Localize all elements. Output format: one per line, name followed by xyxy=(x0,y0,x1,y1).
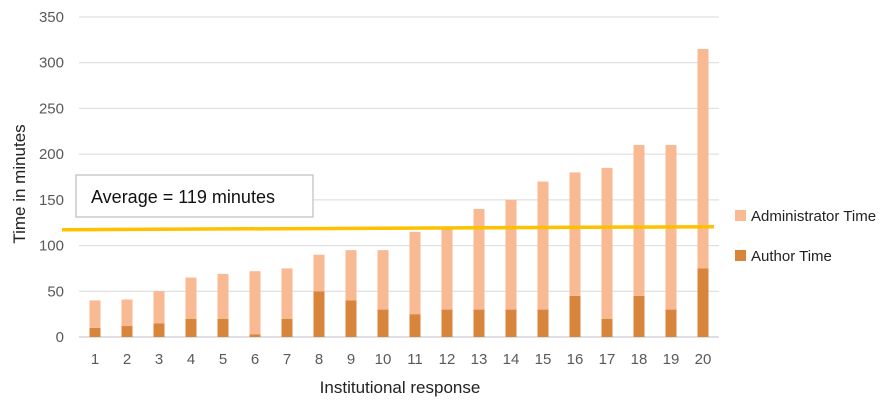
bar-author-time xyxy=(281,318,293,337)
bar-administrator-time xyxy=(377,250,389,310)
average-annotation: Average = 119 minutes xyxy=(75,174,314,218)
bar-administrator-time xyxy=(441,227,453,310)
x-tick-label: 7 xyxy=(283,351,291,368)
average-annotation-text: Average = 119 minutes xyxy=(91,187,275,207)
bars xyxy=(89,49,709,337)
x-axis-ticks: 1 2 3 4 5 6 7 8 9 10 11 12 13 14 15 16 17 18 19 20 xyxy=(91,351,712,368)
legend: Administrator Time Author Time xyxy=(735,208,876,265)
bar-administrator-time xyxy=(249,271,261,335)
bar-administrator-time xyxy=(89,300,101,328)
bar-author-time xyxy=(185,318,197,337)
bar-author-time xyxy=(633,295,645,337)
bar-administrator-time xyxy=(569,172,581,296)
x-tick-label: 5 xyxy=(219,351,227,368)
x-axis-title: Institutional response xyxy=(320,378,481,397)
bar-author-time xyxy=(569,295,581,337)
legend-label-author-time: Author Time xyxy=(751,248,832,265)
y-tick-label: 50 xyxy=(47,283,64,300)
x-tick-label: 2 xyxy=(123,351,131,368)
x-tick-label: 14 xyxy=(503,351,520,368)
bar-author-time xyxy=(345,300,357,337)
y-axis-title: Time in minutes xyxy=(10,124,29,243)
gridlines xyxy=(79,16,719,292)
y-tick-label: 300 xyxy=(39,55,64,72)
bar-administrator-time xyxy=(217,273,229,319)
bar-administrator-time xyxy=(345,250,357,301)
x-tick-label: 17 xyxy=(599,351,616,368)
bar-administrator-time xyxy=(505,199,517,310)
y-tick-label: 250 xyxy=(39,100,64,117)
legend-swatch-author-time xyxy=(735,250,746,261)
x-tick-label: 3 xyxy=(155,351,163,368)
bar-author-time xyxy=(473,309,485,337)
x-tick-label: 6 xyxy=(251,351,259,368)
x-tick-label: 1 xyxy=(91,351,99,368)
bar-author-time xyxy=(153,323,165,337)
bar-administrator-time xyxy=(601,167,613,319)
bar-author-time xyxy=(697,268,709,337)
bar-administrator-time xyxy=(153,291,165,324)
x-tick-label: 16 xyxy=(567,351,584,368)
y-tick-label: 100 xyxy=(39,238,64,255)
bar-author-time xyxy=(537,309,549,337)
bar-administrator-time xyxy=(185,277,197,319)
x-tick-label: 13 xyxy=(471,351,488,368)
bar-administrator-time xyxy=(121,299,133,327)
average-line xyxy=(61,224,715,232)
legend-swatch-administrator-time xyxy=(735,210,746,221)
bar-author-time xyxy=(409,314,421,337)
bar-author-time xyxy=(89,327,101,337)
bar-administrator-time xyxy=(409,231,421,315)
bar-author-time xyxy=(665,309,677,337)
x-tick-label: 10 xyxy=(375,351,392,368)
x-tick-label: 12 xyxy=(439,351,456,368)
x-tick-label: 11 xyxy=(407,351,423,368)
bar-author-time xyxy=(217,318,229,337)
bar-author-time xyxy=(121,326,133,337)
bar-author-time xyxy=(441,309,453,337)
bar-author-time xyxy=(313,291,325,337)
y-tick-label: 0 xyxy=(56,329,64,346)
bar-author-time xyxy=(377,309,389,337)
bar-administrator-time xyxy=(633,145,645,296)
y-tick-label: 150 xyxy=(39,192,64,209)
x-tick-label: 9 xyxy=(347,351,355,368)
y-axis-ticks: 0 50 100 150 200 250 300 350 xyxy=(39,9,64,346)
y-tick-label: 350 xyxy=(39,9,64,26)
x-tick-label: 18 xyxy=(631,351,648,368)
average-annotation-box xyxy=(75,174,314,218)
y-tick-label: 200 xyxy=(39,146,64,163)
bar-administrator-time xyxy=(473,209,485,310)
bar-administrator-time xyxy=(537,181,549,310)
x-tick-label: 4 xyxy=(187,351,195,368)
bar-administrator-time xyxy=(697,49,709,269)
bar-author-time xyxy=(601,318,613,337)
x-tick-label: 15 xyxy=(535,351,552,368)
bar-administrator-time xyxy=(281,268,293,319)
x-tick-label: 20 xyxy=(695,351,712,368)
legend-label-administrator-time: Administrator Time xyxy=(751,208,876,225)
x-tick-label: 19 xyxy=(663,351,680,368)
bar-author-time xyxy=(249,334,261,337)
x-tick-label: 8 xyxy=(315,351,323,368)
bar-administrator-time xyxy=(313,254,325,292)
bar-author-time xyxy=(505,309,517,337)
